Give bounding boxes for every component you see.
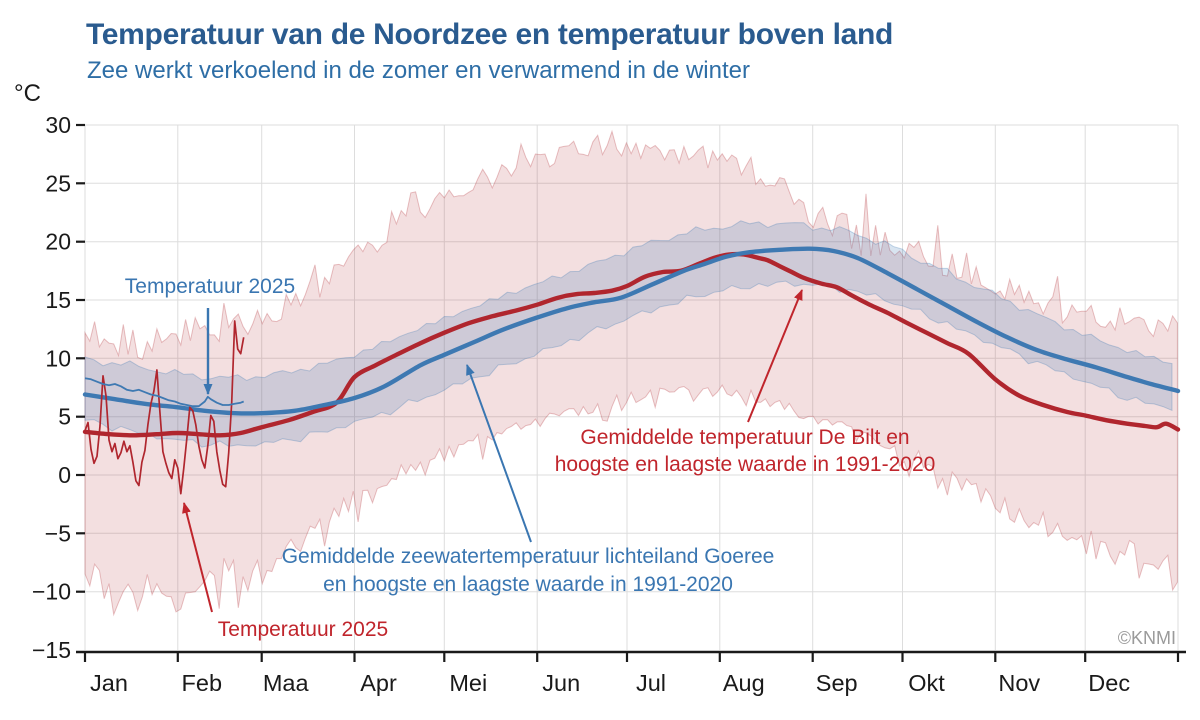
y-tick-label: 10: [45, 345, 71, 371]
x-tick-label: Apr: [360, 670, 397, 696]
x-tick-label: Maa: [263, 670, 310, 696]
annotation-sea-mean: Gemiddelde zeewatertemperatuur lichteila…: [282, 543, 775, 599]
annotation-arrow: [466, 364, 532, 543]
x-tick-label: Aug: [723, 670, 765, 696]
x-tick-label: Jan: [90, 670, 128, 696]
y-tick-label: 25: [45, 170, 71, 196]
annotation-sea-2025: Temperatuur 2025: [124, 275, 296, 298]
x-tick-label: Sep: [816, 670, 858, 696]
sea-2025-line: [84, 377, 245, 408]
x-tick-label: Feb: [182, 670, 223, 696]
y-tick-label: −5: [45, 520, 71, 546]
page-subtitle: Zee werkt verkoelend in de zomer en verw…: [87, 57, 750, 84]
y-tick-label: 5: [58, 404, 71, 430]
y-tick-label: 0: [58, 462, 71, 488]
x-tick-label: Mei: [449, 670, 487, 696]
annotation-land-mean: Gemiddelde temperatuur De Bilt en hoogst…: [555, 424, 936, 478]
annotation-arrow: [182, 502, 213, 613]
annotation-land-mean-line1: Gemiddelde temperatuur De Bilt en: [580, 426, 910, 449]
y-tick-label: 30: [45, 112, 71, 138]
annotation-land-2025: Temperatuur 2025: [217, 618, 389, 641]
page-title: Temperatuur van de Noordzee en temperatu…: [86, 18, 894, 51]
land-minmax-band: [84, 129, 1178, 617]
x-tick-label: Jul: [636, 670, 666, 696]
y-tick-label: −15: [32, 637, 71, 663]
x-tick-label: Dec: [1088, 670, 1130, 696]
gridlines: [84, 124, 1179, 650]
x-tick-label: Nov: [998, 670, 1040, 696]
sea-minmax-band: [84, 220, 1173, 448]
y-tick-label: 15: [45, 287, 71, 313]
y-tick-label: 20: [45, 229, 71, 255]
y-axis-unit-label: °C: [14, 80, 41, 107]
copyright-label: ©KNMI: [1117, 628, 1176, 648]
annotation-sea-mean-line2: en hoogste en laagste waarde in 1991-202…: [323, 573, 733, 596]
x-tick-label: Jun: [542, 670, 580, 696]
land-2025-line: [84, 320, 245, 495]
annotation-sea-mean-line1: Gemiddelde zeewatertemperatuur lichteila…: [281, 545, 775, 568]
y-tick-label: −10: [32, 579, 71, 605]
annotation-land-mean-line2: hoogste en laagste waarde in 1991-2020: [554, 453, 936, 476]
annotation-arrow: [747, 289, 803, 423]
sea-mean-line: [82, 246, 1181, 416]
x-tick-label: Okt: [908, 670, 945, 696]
